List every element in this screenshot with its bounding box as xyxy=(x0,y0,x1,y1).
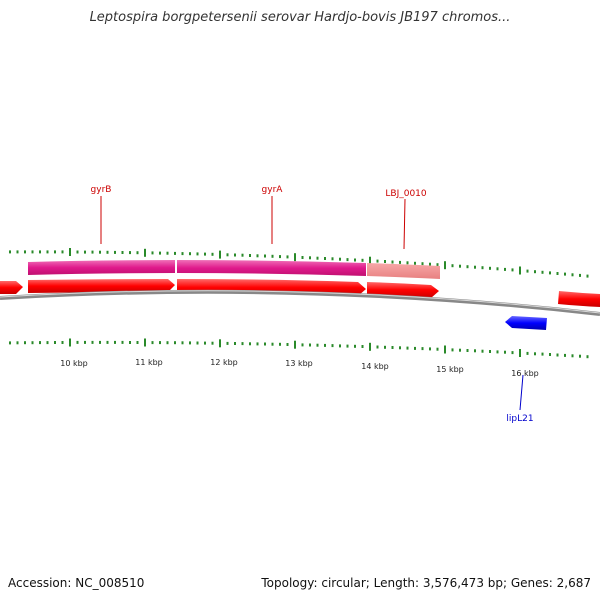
LBJ_0010-leader-line xyxy=(403,198,406,250)
tick-label: 13 kbp xyxy=(285,359,313,368)
tick-label: 14 kbp xyxy=(361,362,389,371)
gene-label-gyrA[interactable]: gyrA xyxy=(262,185,284,195)
tick-label: 12 kbp xyxy=(210,358,238,367)
map-title: Leptospira borgpetersenii serovar Hardjo… xyxy=(89,10,511,25)
gene-label-gyrB[interactable]: gyrB xyxy=(91,185,112,195)
gene-label-lipL21[interactable]: lipL21 xyxy=(506,414,533,424)
gene-arrow-gyrB[interactable] xyxy=(28,279,175,293)
tick-label: 15 kbp xyxy=(436,365,464,374)
lipL21-leader-line xyxy=(519,374,524,411)
tick-labels: 10 kbp 11 kbp 12 kbp 13 kbp 14 kbp 15 kb… xyxy=(60,358,539,378)
gene-arrow-LBJ_0010[interactable] xyxy=(367,282,439,298)
backbone xyxy=(0,289,600,316)
tick-label: 10 kbp xyxy=(60,359,88,368)
feature-gyrA[interactable] xyxy=(177,260,366,276)
accession-text: Accession: NC_008510 xyxy=(8,576,145,590)
feature-LBJ_0010[interactable] xyxy=(367,263,440,279)
gene-labels: gyrB gyrA LBJ_0010 lipL21 xyxy=(91,185,534,424)
tick-label: 11 kbp xyxy=(135,358,163,367)
gene-label-LBJ_0010[interactable]: LBJ_0010 xyxy=(385,189,427,199)
gene-arrow-left-partial[interactable] xyxy=(0,281,23,294)
genome-summary-text: Topology: circular; Length: 3,576,473 bp… xyxy=(261,576,591,590)
gene-arrow-right-partial[interactable] xyxy=(558,291,600,307)
feature-track xyxy=(28,260,440,279)
feature-gyrB[interactable] xyxy=(28,260,175,275)
tick-label: 16 kbp xyxy=(511,369,539,378)
gene-arrow-lipL21[interactable] xyxy=(505,316,547,330)
inner-tick-ring xyxy=(9,338,589,359)
